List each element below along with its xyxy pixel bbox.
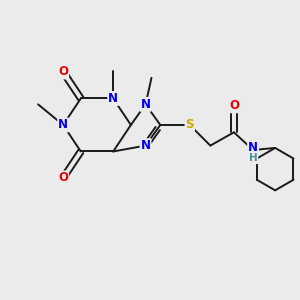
Text: O: O (58, 65, 68, 79)
Text: S: S (185, 118, 194, 131)
Text: N: N (108, 92, 118, 105)
Text: N: N (141, 98, 151, 111)
Text: N: N (248, 141, 258, 154)
Text: N: N (141, 139, 151, 152)
Text: O: O (229, 99, 239, 112)
Text: N: N (58, 118, 68, 131)
Text: O: O (58, 172, 68, 184)
Text: H: H (249, 153, 257, 163)
